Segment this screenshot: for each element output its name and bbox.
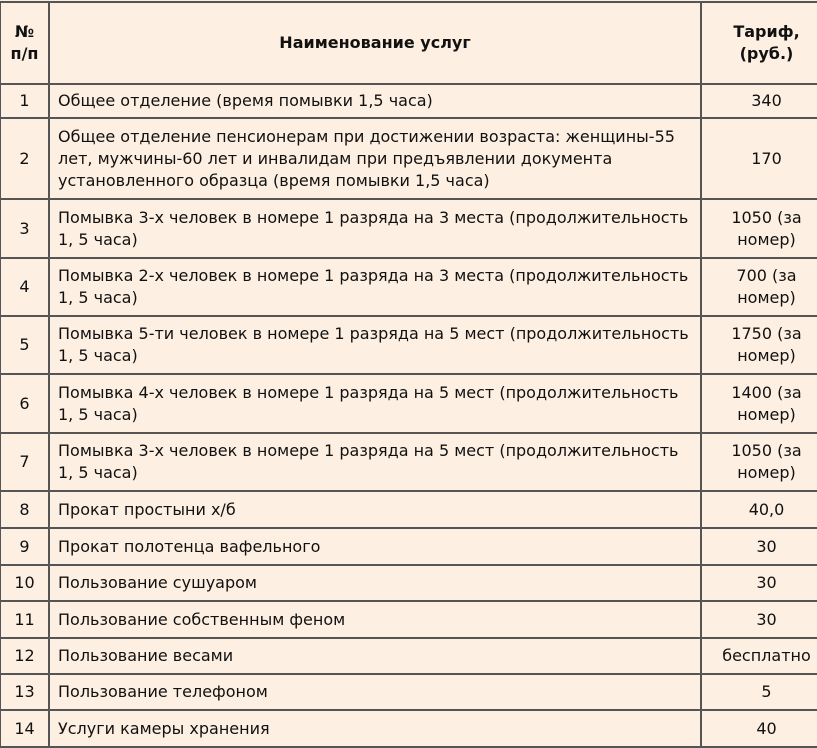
service-name: Общее отделение (время помывки 1,5 часа) [48, 83, 702, 119]
row-number: 4 [0, 257, 50, 317]
service-price: 340 [700, 83, 817, 119]
service-name: Помывка 3-х человек в номере 1 разряда н… [48, 432, 702, 492]
table-row: 6 Помывка 4-х человек в номере 1 разряда … [0, 373, 817, 434]
row-number: 13 [0, 673, 50, 711]
row-number: 6 [0, 373, 50, 434]
service-price: 5 [700, 673, 817, 711]
service-price: 30 [700, 527, 817, 566]
table-header: № п/п Наименование услуг Тариф, (руб.) [0, 1, 817, 85]
header-price: Тариф, (руб.) [700, 1, 817, 85]
service-name: Пользование сушуаром [48, 564, 702, 602]
row-number: 3 [0, 198, 50, 259]
table-row: 11 Пользование собственным феном 30 [0, 600, 817, 639]
header-name: Наименование услуг [48, 1, 702, 85]
service-name: Пользование весами [48, 637, 702, 675]
header-num: № п/п [0, 1, 50, 85]
service-name: Прокат полотенца вафельного [48, 527, 702, 566]
service-name: Помывка 2-х человек в номере 1 разряда н… [48, 257, 702, 317]
row-number: 9 [0, 527, 50, 566]
service-name: Помывка 4-х человек в номере 1 разряда н… [48, 373, 702, 434]
service-name: Общее отделение пенсионерам при достижен… [48, 117, 702, 200]
row-number: 10 [0, 564, 50, 602]
service-price: 1050 (за номер) [700, 198, 817, 259]
table-row: 7 Помывка 3-х человек в номере 1 разряда … [0, 432, 817, 492]
row-number: 2 [0, 117, 50, 200]
table-row: 14 Услуги камеры хранения 40 [0, 709, 817, 748]
service-price: 30 [700, 600, 817, 639]
service-price: 1750 (за номер) [700, 315, 817, 375]
service-price: 1400 (за номер) [700, 373, 817, 434]
service-price: бесплатно [700, 637, 817, 675]
row-number: 11 [0, 600, 50, 639]
service-name: Прокат простыни х/б [48, 490, 702, 529]
table-row: 2 Общее отделение пенсионерам при достиже… [0, 117, 817, 200]
service-name: Помывка 5-ти человек в номере 1 разряда … [48, 315, 702, 375]
table-row: 13 Пользование телефоном 5 [0, 673, 817, 711]
service-price: 700 (за номер) [700, 257, 817, 317]
table-row: 1 Общее отделение (время помывки 1,5 часа… [0, 83, 817, 119]
service-price: 1050 (за номер) [700, 432, 817, 492]
service-name: Услуги камеры хранения [48, 709, 702, 748]
row-number: 8 [0, 490, 50, 529]
table-row: 9 Прокат полотенца вафельного 30 [0, 527, 817, 566]
table-row: 10 Пользование сушуаром 30 [0, 564, 817, 602]
service-name: Пользование собственным феном [48, 600, 702, 639]
table-row: 12 Пользование весами бесплатно [0, 637, 817, 675]
row-number: 12 [0, 637, 50, 675]
service-name: Пользование телефоном [48, 673, 702, 711]
row-number: 14 [0, 709, 50, 748]
table-row: 3 Помывка 3-х человек в номере 1 разряда … [0, 198, 817, 259]
service-price: 170 [700, 117, 817, 200]
row-number: 1 [0, 83, 50, 119]
table-row: 8 Прокат простыни х/б 40,0 [0, 490, 817, 529]
service-price: 30 [700, 564, 817, 602]
table-row: 5 Помывка 5-ти человек в номере 1 разряда… [0, 315, 817, 375]
service-price: 40,0 [700, 490, 817, 529]
row-number: 7 [0, 432, 50, 492]
table-row: 4 Помывка 2-х человек в номере 1 разряда … [0, 257, 817, 317]
service-name: Помывка 3-х человек в номере 1 разряда н… [48, 198, 702, 259]
service-price: 40 [700, 709, 817, 748]
row-number: 5 [0, 315, 50, 375]
